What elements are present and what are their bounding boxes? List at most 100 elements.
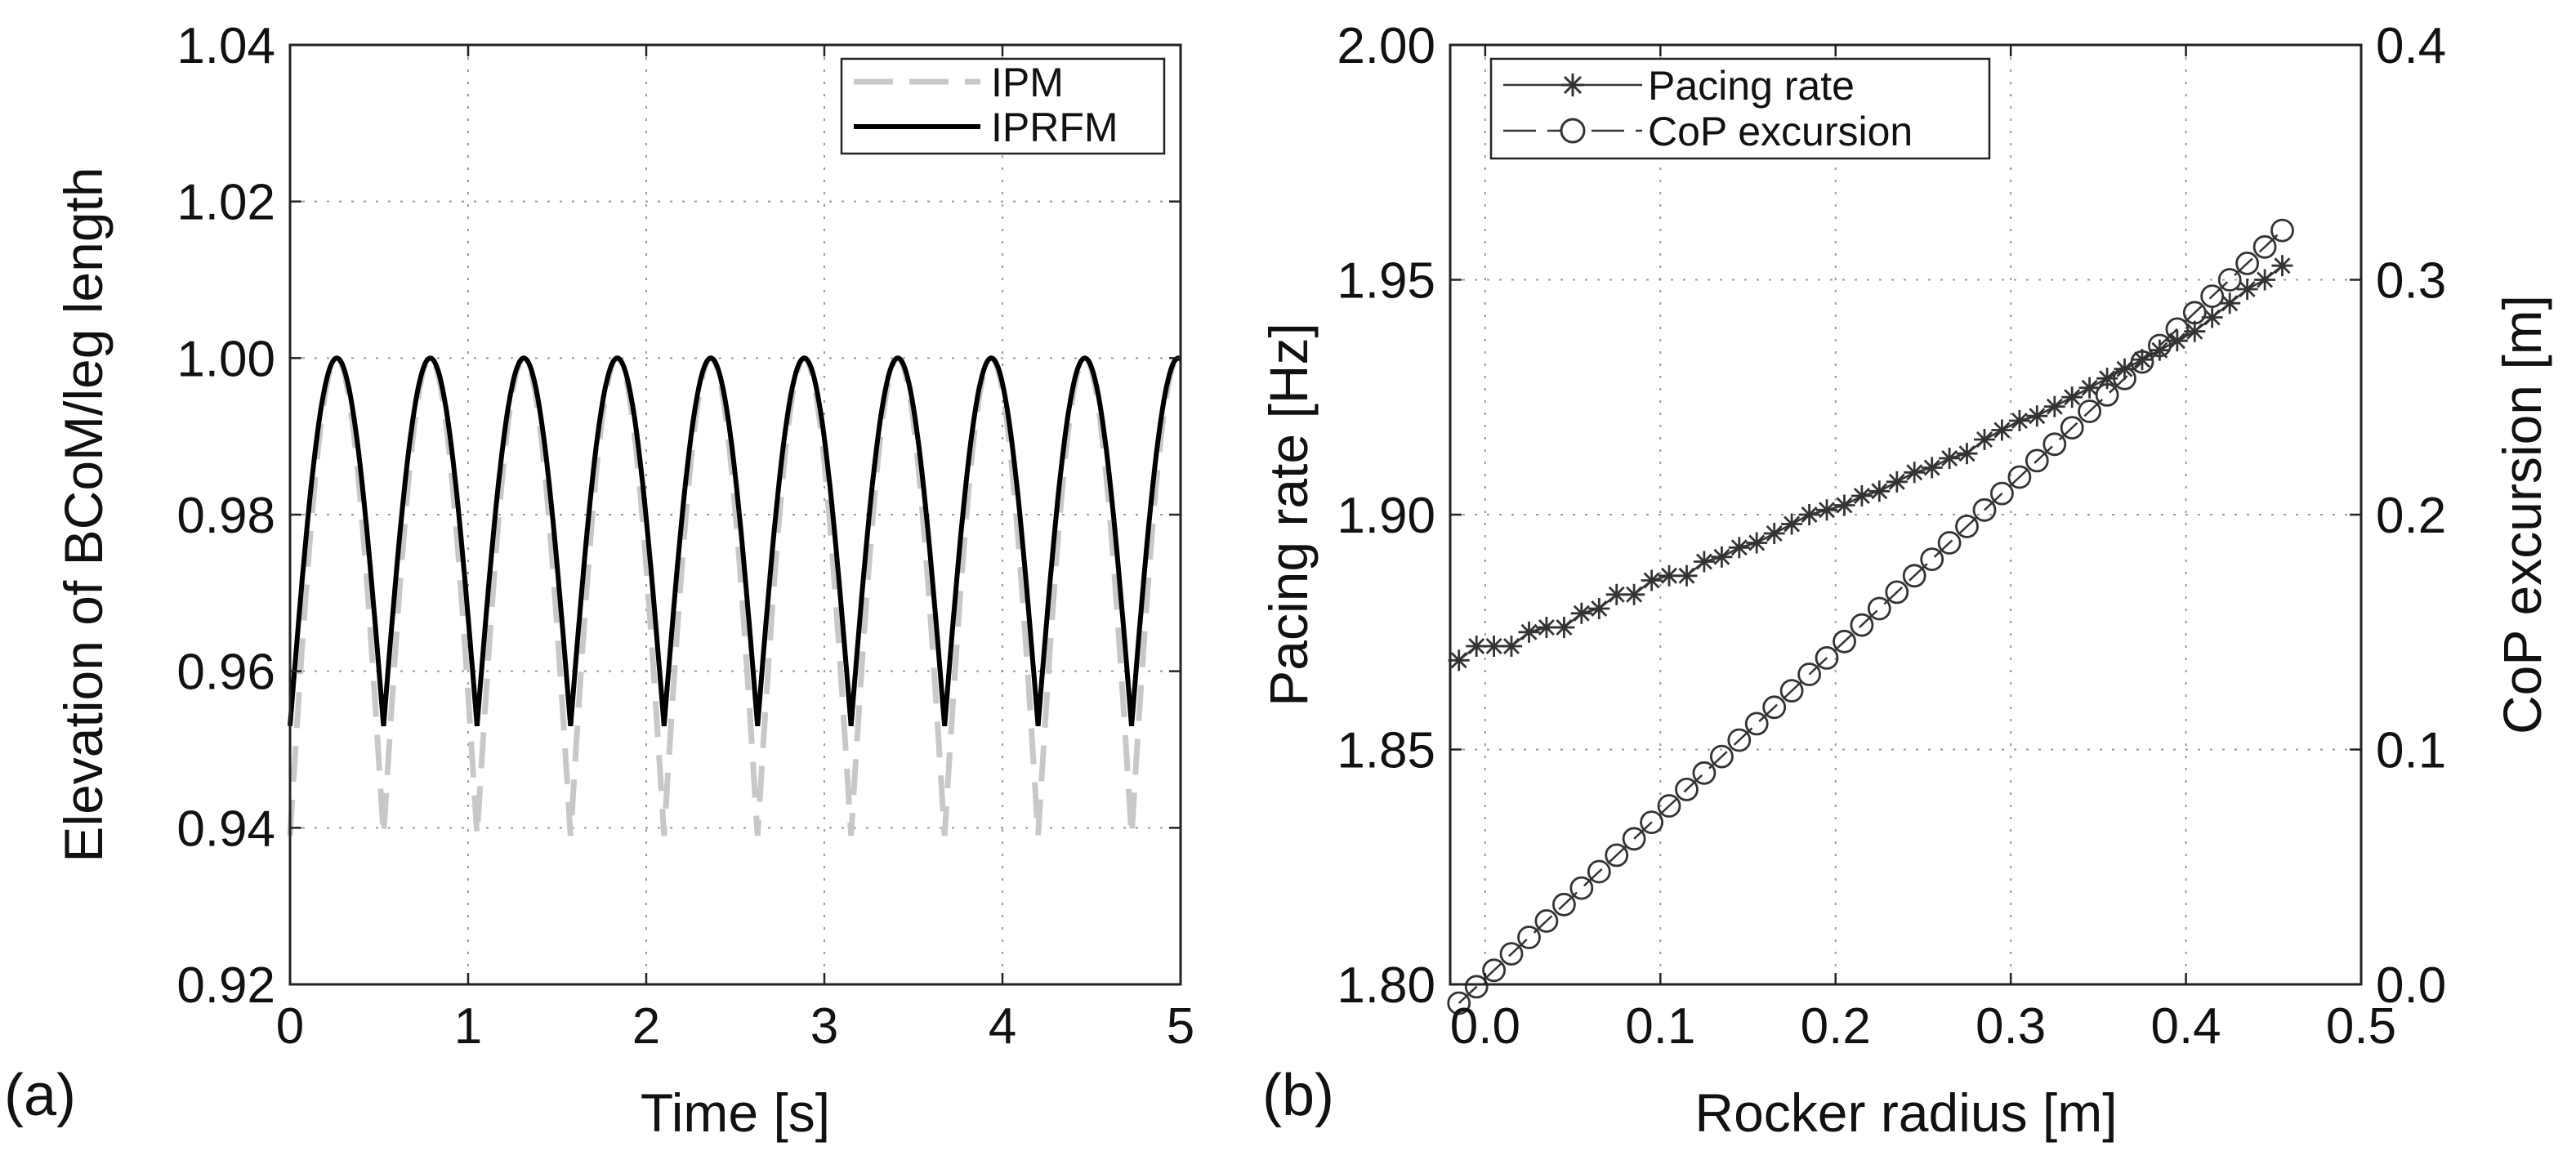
cop-point bbox=[1499, 942, 1524, 966]
chart-b-y2tick-label: 0.1 bbox=[2376, 723, 2446, 779]
chart-b-xlabel: Rocker radius [m] bbox=[1694, 1082, 2117, 1143]
pacing-point bbox=[1623, 583, 1645, 605]
pacing-point bbox=[2008, 410, 2030, 431]
cop-point bbox=[2042, 432, 2067, 457]
chart-b-panel-label: (b) bbox=[1262, 1063, 1334, 1128]
pacing-point bbox=[1728, 537, 1750, 559]
chart-a-legend-box bbox=[840, 57, 1166, 155]
cop-point bbox=[1482, 958, 1506, 983]
pacing-point bbox=[1588, 598, 1610, 619]
chart-a-ytick-label: 1.04 bbox=[176, 18, 275, 74]
pacing-point-stroke bbox=[1678, 567, 1695, 584]
pacing-point-stroke bbox=[2151, 341, 2168, 359]
pacing-point bbox=[1886, 471, 1908, 493]
chart-b-y2label: CoP excursion [m] bbox=[2492, 295, 2552, 734]
pacing-point-stroke bbox=[1748, 534, 1766, 551]
pacing-point-stroke bbox=[1503, 638, 1520, 654]
chart-b-xtick-label: 0.4 bbox=[2150, 998, 2221, 1055]
pacing-point bbox=[1448, 649, 1470, 672]
pacing-point-stroke bbox=[1468, 638, 1485, 654]
chart-b-y2tick-label: 0.2 bbox=[2376, 488, 2446, 544]
pacing-point bbox=[1693, 551, 1715, 573]
pacing-point-stroke bbox=[1538, 619, 1555, 636]
chart-a-panel-label: (a) bbox=[4, 1063, 76, 1128]
pacing-point-stroke bbox=[2168, 332, 2185, 350]
series-line-iprfm bbox=[288, 355, 1182, 727]
chart-b-ylabel: Pacing rate [Hz] bbox=[1258, 323, 1319, 707]
cop-point bbox=[1815, 646, 1839, 670]
pacing-point bbox=[1676, 564, 1698, 587]
pacing-point bbox=[2149, 339, 2171, 361]
chart-b-ytick-label: 2.00 bbox=[1337, 18, 1435, 74]
chart-a-xtick-label: 5 bbox=[1167, 998, 1194, 1055]
pacing-point bbox=[1570, 602, 1592, 624]
pacing-point-stroke bbox=[1573, 605, 1590, 622]
chart-a-ytick-label: 0.94 bbox=[176, 801, 275, 857]
chart-b-xtick-label: 0.1 bbox=[1625, 998, 1695, 1055]
legend-iprfm-label: IPRFM bbox=[991, 105, 1118, 150]
chart-b-xtick-label: 0.0 bbox=[1450, 998, 1520, 1055]
pacing-point bbox=[2114, 358, 2136, 380]
pacing-point bbox=[1798, 504, 1820, 525]
chart-a-xtick-label: 3 bbox=[810, 998, 838, 1055]
chart-b-xtick-label: 0.2 bbox=[1801, 998, 1871, 1055]
cop-point bbox=[1867, 596, 1891, 621]
pacing-point-stroke bbox=[1608, 586, 1625, 603]
pacing-point-stroke bbox=[2099, 370, 2116, 387]
cop-point bbox=[1937, 531, 1962, 555]
cop-point bbox=[2217, 268, 2242, 292]
pacing-point-stroke bbox=[2011, 413, 2028, 429]
pacing-point bbox=[2096, 368, 2118, 390]
chart-b-series bbox=[1447, 218, 2294, 1015]
pacing-point-stroke bbox=[1976, 431, 1993, 448]
pacing-point-stroke bbox=[1520, 623, 1538, 640]
pacing-point-stroke bbox=[1450, 652, 1467, 669]
cop-point bbox=[1920, 547, 1944, 571]
legend-pacing-label: Pacing rate bbox=[1648, 63, 1855, 109]
cop-point bbox=[1464, 975, 1489, 999]
pacing-point bbox=[2026, 405, 2048, 427]
pacing-point-stroke bbox=[2257, 271, 2274, 288]
pacing-point bbox=[1763, 523, 1785, 544]
pacing-point-stroke bbox=[1801, 506, 1818, 523]
pacing-point-stroke bbox=[1871, 483, 1888, 500]
pacing-point-stroke bbox=[1766, 525, 1783, 542]
cop-point bbox=[1902, 564, 1926, 588]
cop-point bbox=[1675, 778, 1699, 801]
pacing-point-stroke bbox=[2046, 398, 2063, 415]
cop-point bbox=[2252, 234, 2277, 259]
chart-a-xtick-label: 0 bbox=[276, 998, 304, 1055]
pacing-point bbox=[1833, 494, 1855, 516]
pacing-point bbox=[1641, 569, 1663, 591]
pacing-point-stroke bbox=[2203, 309, 2221, 326]
pacing-point-stroke bbox=[1906, 464, 1923, 481]
chart-a-xlabel: Time [s] bbox=[641, 1082, 830, 1143]
cop-point bbox=[1569, 876, 1594, 900]
chart-b-ytick-label: 1.85 bbox=[1337, 723, 1435, 779]
cop-point bbox=[1657, 794, 1681, 818]
cop-point bbox=[2060, 416, 2084, 439]
cop-point bbox=[1885, 580, 1909, 605]
chart-panel-a: 0 1 2 3 4 5 0.92 0.94 0.96 0.98 1.00 1.02 1.04 IPM I… bbox=[4, 18, 1194, 1143]
cop-point bbox=[1534, 909, 1559, 933]
chart-a-legend: IPM IPRFM bbox=[840, 57, 1166, 155]
cop-point bbox=[1972, 497, 1997, 522]
cop-point bbox=[1727, 728, 1752, 752]
chart-a-xtick-label: 2 bbox=[632, 998, 660, 1055]
pacing-point bbox=[2201, 306, 2223, 328]
chart-b-legend: Pacing rate CoP excursion bbox=[1489, 57, 1991, 160]
pacing-point-stroke bbox=[2221, 295, 2239, 312]
pacing-point bbox=[2236, 279, 2258, 300]
pacing-point bbox=[1939, 448, 1961, 469]
cop-point bbox=[1692, 761, 1717, 785]
pacing-point bbox=[2061, 386, 2083, 408]
chart-a-ylabel: Elevation of BCoM/leg length bbox=[53, 167, 114, 862]
pacing-point-stroke bbox=[1661, 567, 1677, 584]
chart-a-ytick-label: 1.02 bbox=[176, 175, 275, 231]
pacing-point-stroke bbox=[1730, 539, 1748, 556]
pacing-point bbox=[1781, 513, 1803, 535]
pacing-point-stroke bbox=[2116, 360, 2133, 377]
pacing-point-stroke bbox=[1591, 600, 1608, 617]
chart-panel-b: 0.0 0.1 0.2 0.3 0.4 0.5 1.80 1.85 1.90 1.95 2.00 0.… bbox=[1258, 18, 2552, 1143]
pacing-point-stroke bbox=[1836, 497, 1853, 514]
